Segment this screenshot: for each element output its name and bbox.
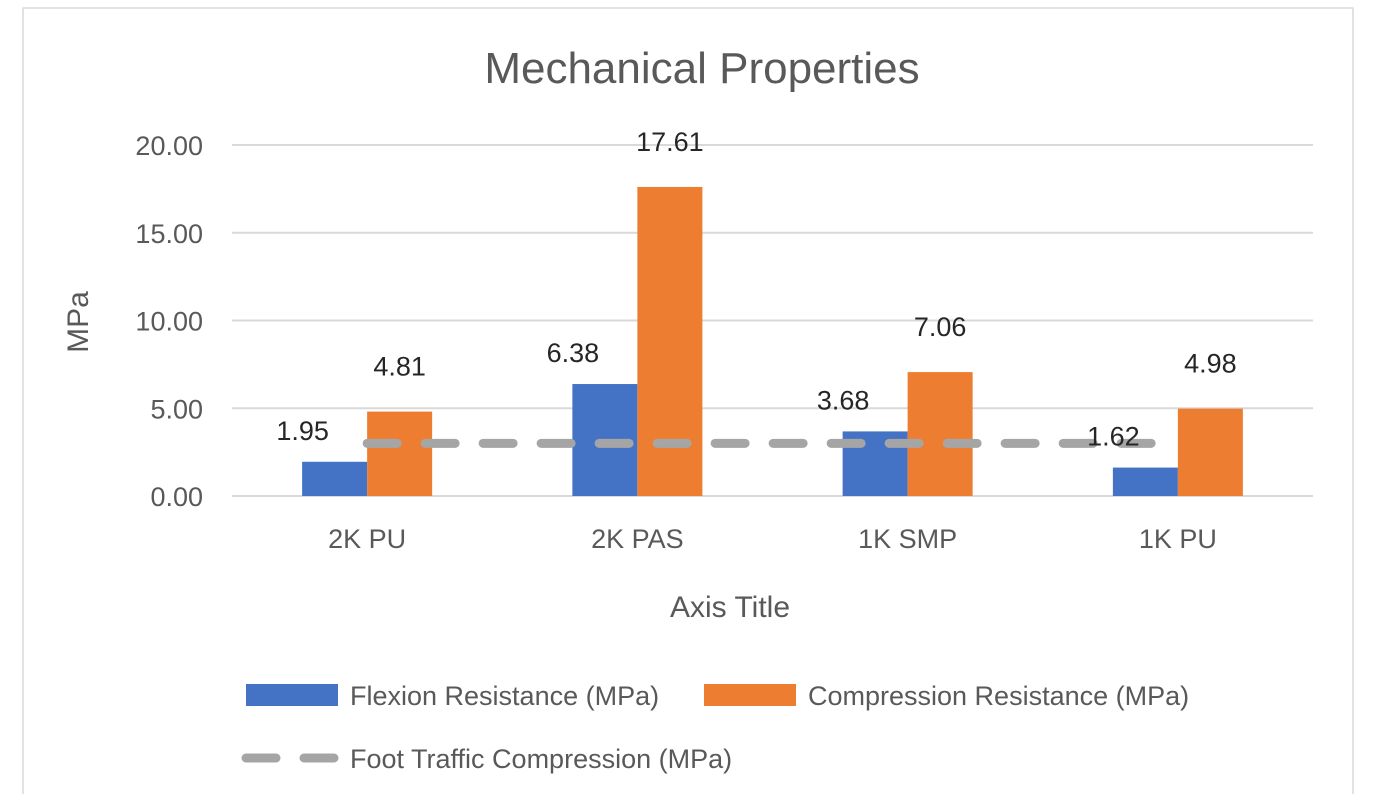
y-axis-title: MPa — [62, 291, 95, 353]
data-label: 4.81 — [373, 352, 426, 382]
data-label: 3.68 — [817, 385, 870, 415]
y-tick-label: 5.00 — [150, 394, 203, 424]
bar-flexion — [1112, 467, 1178, 496]
legend-compression: Compression Resistance (MPa) — [704, 681, 1189, 711]
legend: Flexion Resistance (MPa) Compression Resi… — [241, 681, 1189, 774]
chart-title: Mechanical Properties — [484, 44, 919, 93]
x-tick-label: 1K SMP — [858, 524, 957, 554]
y-tick-label: 15.00 — [135, 219, 203, 249]
y-tick-label: 10.00 — [135, 307, 203, 337]
data-label: 17.61 — [636, 127, 704, 157]
data-label: 7.06 — [914, 312, 967, 342]
bar-compression — [367, 411, 433, 496]
legend-label: Flexion Resistance (MPa) — [350, 681, 659, 711]
bar-compression — [1177, 408, 1243, 496]
legend-swatch — [704, 684, 796, 706]
x-axis-title: Axis Title — [670, 591, 790, 624]
bar-compression — [907, 372, 973, 496]
legend-label: Foot Traffic Compression (MPa) — [350, 744, 732, 774]
x-tick-label: 2K PAS — [591, 524, 684, 554]
x-axis-ticks: 2K PU 2K PAS 1K SMP 1K PU — [328, 524, 1217, 554]
x-tick-label: 2K PU — [328, 524, 406, 554]
data-labels: 1.95 4.81 6.38 17.61 3.68 7.06 1.62 4.98 — [276, 127, 1236, 452]
bar-compression — [637, 186, 703, 496]
legend-label: Compression Resistance (MPa) — [808, 681, 1189, 711]
data-label: 4.98 — [1184, 349, 1237, 379]
bar-flexion — [302, 461, 368, 496]
legend-flexion: Flexion Resistance (MPa) — [246, 681, 659, 711]
data-label: 1.95 — [276, 416, 329, 446]
data-label: 6.38 — [547, 338, 600, 368]
legend-swatch — [246, 684, 338, 706]
y-tick-label: 0.00 — [150, 482, 203, 512]
x-tick-label: 1K PU — [1139, 524, 1217, 554]
legend-foot-traffic: Foot Traffic Compression (MPa) — [241, 744, 732, 774]
y-tick-label: 20.00 — [135, 131, 203, 161]
y-axis-ticks: 0.00 5.00 10.00 15.00 20.00 — [135, 131, 203, 512]
bars — [302, 186, 1243, 496]
data-label: 1.62 — [1087, 422, 1140, 452]
